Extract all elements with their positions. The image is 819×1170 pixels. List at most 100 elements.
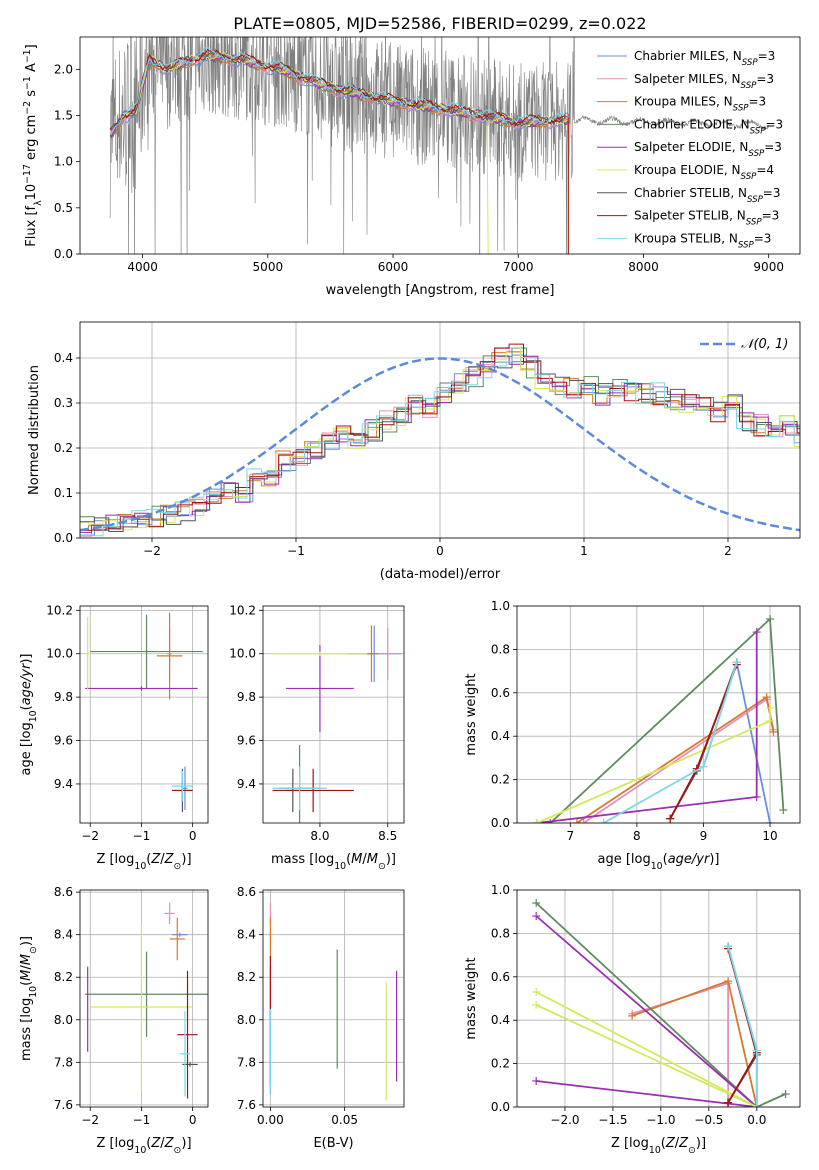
age-vs-Z-y-label: age [log10(age/yr)] xyxy=(19,653,39,775)
weight-vs-age-y-label: mass weight xyxy=(464,673,479,755)
age-vs-Z-frame xyxy=(79,605,209,824)
errorbar-point xyxy=(172,770,193,802)
mass-vs-EBV-errorbars xyxy=(269,902,398,1101)
y-tick-label: 0.0 xyxy=(491,816,510,830)
mass-vs-EBV-x-label: E(B-V) xyxy=(313,1136,353,1151)
x-tick-label: 10 xyxy=(762,829,777,843)
x-tick-label: 8 xyxy=(633,829,641,843)
errorbar-point xyxy=(172,932,188,937)
weight-point-marker xyxy=(766,819,775,823)
x-tick-label: −0.5 xyxy=(694,1113,723,1127)
age-vs-Z-errorbars xyxy=(85,612,203,813)
y-tick-label: 0.4 xyxy=(491,1013,510,1027)
y-tick-label: 9.8 xyxy=(54,690,73,704)
model-spectrum-line xyxy=(109,46,569,135)
x-tick-label: −1.5 xyxy=(598,1113,627,1127)
weight-point-marker xyxy=(752,628,761,637)
age-vs-mass-errorbars xyxy=(272,625,402,823)
residual-histogram-step xyxy=(80,354,800,536)
age-vs-mass-frame xyxy=(262,605,405,824)
weight-point-marker xyxy=(532,1076,541,1085)
weight-vs-Z-lines xyxy=(532,899,790,1107)
weight-point-marker xyxy=(532,899,541,908)
residual-histogram-step xyxy=(80,343,800,531)
weight-vs-age-frame xyxy=(516,605,801,824)
residual-histogram-step xyxy=(80,360,800,532)
y-tick-label: 10.2 xyxy=(46,603,73,617)
x-tick-label: 8.0 xyxy=(310,829,329,843)
errorbar-point xyxy=(286,645,354,732)
weight-point-marker xyxy=(779,805,788,814)
errorbar-point xyxy=(85,686,198,691)
errorbar-point xyxy=(156,612,183,700)
y-tick-label: 8.0 xyxy=(237,1013,256,1027)
weight-point-marker xyxy=(724,977,733,986)
legend-entry-label: Chabrier MILES, NSSP=3 xyxy=(634,49,775,68)
weight-point-marker xyxy=(732,658,741,667)
residuals-y-label: Normed distribution xyxy=(27,365,42,495)
y-tick-label: 8.2 xyxy=(54,970,73,984)
residual-histogram-step xyxy=(80,351,800,531)
weight-point-marker xyxy=(769,727,778,736)
legend-entry-label: Kroupa MILES, NSSP=3 xyxy=(634,95,766,114)
weight-point-marker xyxy=(579,819,588,823)
y-tick-label: 0.5 xyxy=(54,201,73,215)
x-tick-label: −1 xyxy=(133,1113,151,1127)
weight-point-marker xyxy=(766,703,775,712)
residual-histogram-step xyxy=(80,347,800,537)
errorbar-point xyxy=(85,616,91,691)
age-vs-Z-panel: −2 −1 0 9.4 9.6 9.8 10.0 10.2 Z [log10(Z/Z⊙)] age… xyxy=(19,603,209,872)
weight-vs-Z-x-label: Z [log10(Z/Z⊙)] xyxy=(611,1136,706,1156)
weight-point-marker xyxy=(781,1089,790,1098)
mass-vs-EBV-frame xyxy=(262,889,405,1108)
observed-spectrum-line xyxy=(109,37,769,254)
y-tick-label: 1.0 xyxy=(491,883,510,897)
errorbar-point xyxy=(374,627,402,680)
weight-point-marker xyxy=(599,819,608,823)
x-tick-label: 1 xyxy=(580,544,588,558)
y-tick-label: 1.5 xyxy=(54,108,73,122)
y-tick-label: 7.8 xyxy=(54,1055,73,1069)
y-tick-label: 8.2 xyxy=(237,970,256,984)
weight-point-marker xyxy=(766,717,775,726)
errorbar-point xyxy=(87,966,89,1052)
spectrum-frame xyxy=(79,36,801,255)
weight-point-marker xyxy=(532,819,541,823)
errorbar-point xyxy=(90,921,193,1093)
x-tick-label: 0 xyxy=(436,544,444,558)
weight-vs-Z-y-label: mass weight xyxy=(464,957,479,1039)
y-tick-label: 0.6 xyxy=(491,970,510,984)
weight-point-marker xyxy=(724,1098,733,1107)
residuals-panel: −2 −1 0 1 2 0.0 0.1 0.2 0.3 0.4 𝒩(0, 1) (data-model… xyxy=(27,321,801,582)
legend-entry-label: Salpeter MILES, NSSP=3 xyxy=(634,72,774,91)
y-tick-label: 9.6 xyxy=(237,734,256,748)
x-tick-label: 8000 xyxy=(628,260,659,274)
x-tick-label: 0 xyxy=(189,1113,197,1127)
y-tick-label: 0.2 xyxy=(491,1057,510,1071)
residual-histograms xyxy=(80,343,800,537)
weight-series-line xyxy=(603,662,738,823)
weight-vs-age-lines xyxy=(532,615,788,823)
legend-entry-label: Chabrier ELODIE, NSSP=3 xyxy=(634,117,783,136)
errorbar-point xyxy=(182,766,188,810)
y-tick-label: 9.4 xyxy=(237,777,256,791)
age-vs-Z-x-label: Z [log10(Z/Z⊙)] xyxy=(96,852,191,872)
weight-vs-age-x-label: age [log10(age/yr)] xyxy=(597,852,719,872)
model-spectra xyxy=(109,46,569,254)
x-tick-label: 8.5 xyxy=(378,829,397,843)
y-tick-label: 0.0 xyxy=(491,1100,510,1114)
weight-point-marker xyxy=(532,912,541,921)
model-spectrum-line xyxy=(109,49,569,130)
weight-point-marker xyxy=(766,615,775,624)
errorbar-point xyxy=(164,902,175,925)
errorbar-point xyxy=(179,1011,191,1097)
age-vs-mass-panel: 8.0 8.5 9.4 9.6 9.8 10.0 10.2 mass [log10(M/M⊙)… xyxy=(229,603,405,872)
x-tick-label: −2 xyxy=(81,829,99,843)
x-tick-label: 0.0 xyxy=(747,1113,766,1127)
weight-point-marker xyxy=(532,987,541,996)
x-tick-label: 0 xyxy=(189,829,197,843)
weight-vs-Z-frame xyxy=(516,889,801,1108)
errorbar-point xyxy=(85,951,208,1037)
x-tick-label: 7000 xyxy=(503,260,534,274)
